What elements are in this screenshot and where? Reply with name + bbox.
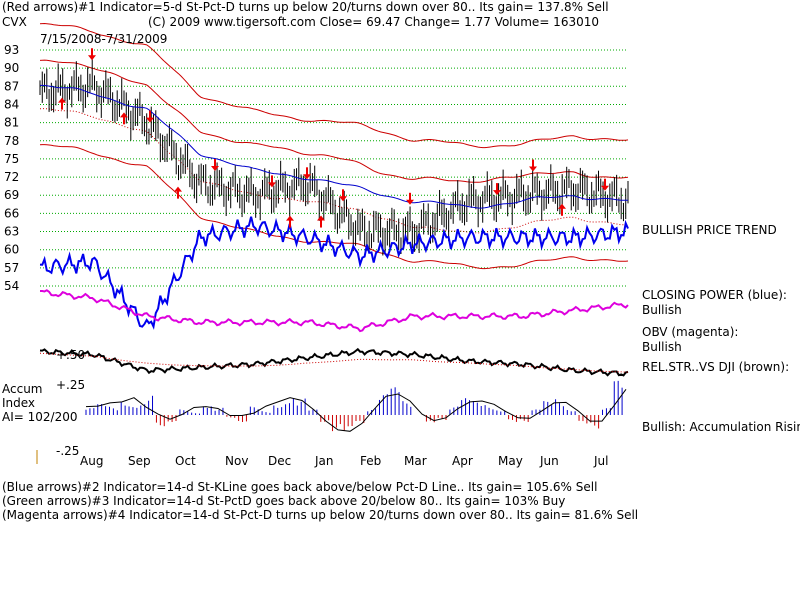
arrow-head	[406, 199, 414, 205]
x-tick-label: Oct	[175, 454, 196, 468]
upper-inner-band	[39, 59, 629, 183]
x-tick-label: May	[498, 454, 523, 468]
accum-tick-mid: +.25	[56, 378, 86, 392]
closing-power-title: CLOSING POWER (blue):	[642, 288, 787, 302]
accum-moving-average	[85, 389, 627, 432]
y-tick-label: 93	[4, 43, 19, 57]
x-tick-label: Mar	[404, 454, 427, 468]
y-tick-label: 72	[4, 170, 19, 184]
obv-title: OBV (magenta):	[642, 325, 739, 339]
closing-power-line	[39, 216, 629, 330]
y-tick-label: 87	[4, 79, 19, 93]
accum-ai-value: AI= 102/200	[2, 410, 78, 424]
y-tick-label: 75	[4, 152, 19, 166]
x-tick-label: Jan	[314, 454, 334, 468]
y-tick-label: 66	[4, 206, 19, 220]
price-trend-label: BULLISH PRICE TREND	[642, 223, 777, 237]
x-tick-label: Jul	[593, 454, 608, 468]
indicator-blue-arrows-caption: (Blue arrows)#2 Indicator=14-d St-KLine …	[2, 480, 598, 494]
arrow-head	[88, 55, 96, 61]
accum-status: Bullish: Accumulation Rising	[642, 420, 800, 434]
moving-average-line	[40, 84, 629, 209]
x-tick-label: Jun	[539, 454, 559, 468]
arrow-head	[529, 166, 537, 172]
arrow-head	[58, 97, 66, 103]
accum-title-1: Accum	[2, 382, 43, 396]
accum-tick-bottom: -.25	[56, 444, 80, 458]
rel-strength-line	[39, 347, 629, 377]
y-tick-label: 54	[4, 279, 19, 293]
y-tick-label: 81	[4, 116, 19, 130]
ticker-symbol: CVX	[2, 15, 27, 29]
lower-outer-band	[39, 144, 629, 270]
arrow-head	[558, 203, 566, 209]
accum-title-2: Index	[2, 396, 36, 410]
arrow-head	[317, 215, 325, 221]
arrow-head	[211, 166, 219, 172]
y-tick-label: 57	[4, 261, 19, 275]
x-tick-label: Apr	[452, 454, 473, 468]
y-tick-label: 90	[4, 61, 19, 75]
indicator-magenta-arrows-caption: (Magenta arrows)#4 Indicator=14-d St-Pct…	[2, 508, 639, 522]
y-tick-label: 78	[4, 134, 19, 148]
x-tick-label: Dec	[268, 454, 291, 468]
arrow-head	[303, 174, 311, 180]
rel-strength-ma	[39, 352, 629, 373]
arrow-head	[146, 117, 154, 123]
closing-power-status: Bullish	[642, 303, 682, 317]
arrow-head	[339, 196, 347, 202]
x-tick-label: Aug	[80, 454, 103, 468]
arrow-head	[120, 112, 128, 118]
indicator-green-arrows-caption: (Green arrows)#3 Indicator=14-d St-PctD …	[2, 494, 566, 508]
accum-tick-top: +.50	[56, 348, 86, 362]
upper-outer-band	[39, 22, 629, 149]
x-tick-label: Nov	[225, 454, 248, 468]
quote-summary: (C) 2009 www.tigersoft.com Close= 69.47 …	[148, 15, 599, 29]
rel-strength-title: REL.STR..VS DJI (brown):	[642, 360, 790, 374]
arrow-head	[174, 186, 182, 192]
x-tick-label: Sep	[128, 454, 151, 468]
obv-line	[40, 289, 629, 333]
indicator-red-arrows-caption: (Red arrows)#1 Indicator=5-d St-Pct-D tu…	[2, 0, 609, 14]
arrow-head	[601, 185, 609, 191]
y-tick-label: 84	[4, 97, 19, 111]
arrow-head	[286, 215, 294, 221]
y-tick-label: 60	[4, 243, 19, 257]
date-range: 7/15/2008-7/31/2009	[40, 32, 168, 46]
lower-inner-band	[39, 108, 629, 234]
y-tick-label: 69	[4, 188, 19, 202]
obv-status: Bullish	[642, 340, 682, 354]
arrow-head	[268, 182, 276, 188]
x-tick-label: Feb	[360, 454, 381, 468]
y-tick-label: 63	[4, 225, 19, 239]
arrow-head	[493, 190, 501, 196]
